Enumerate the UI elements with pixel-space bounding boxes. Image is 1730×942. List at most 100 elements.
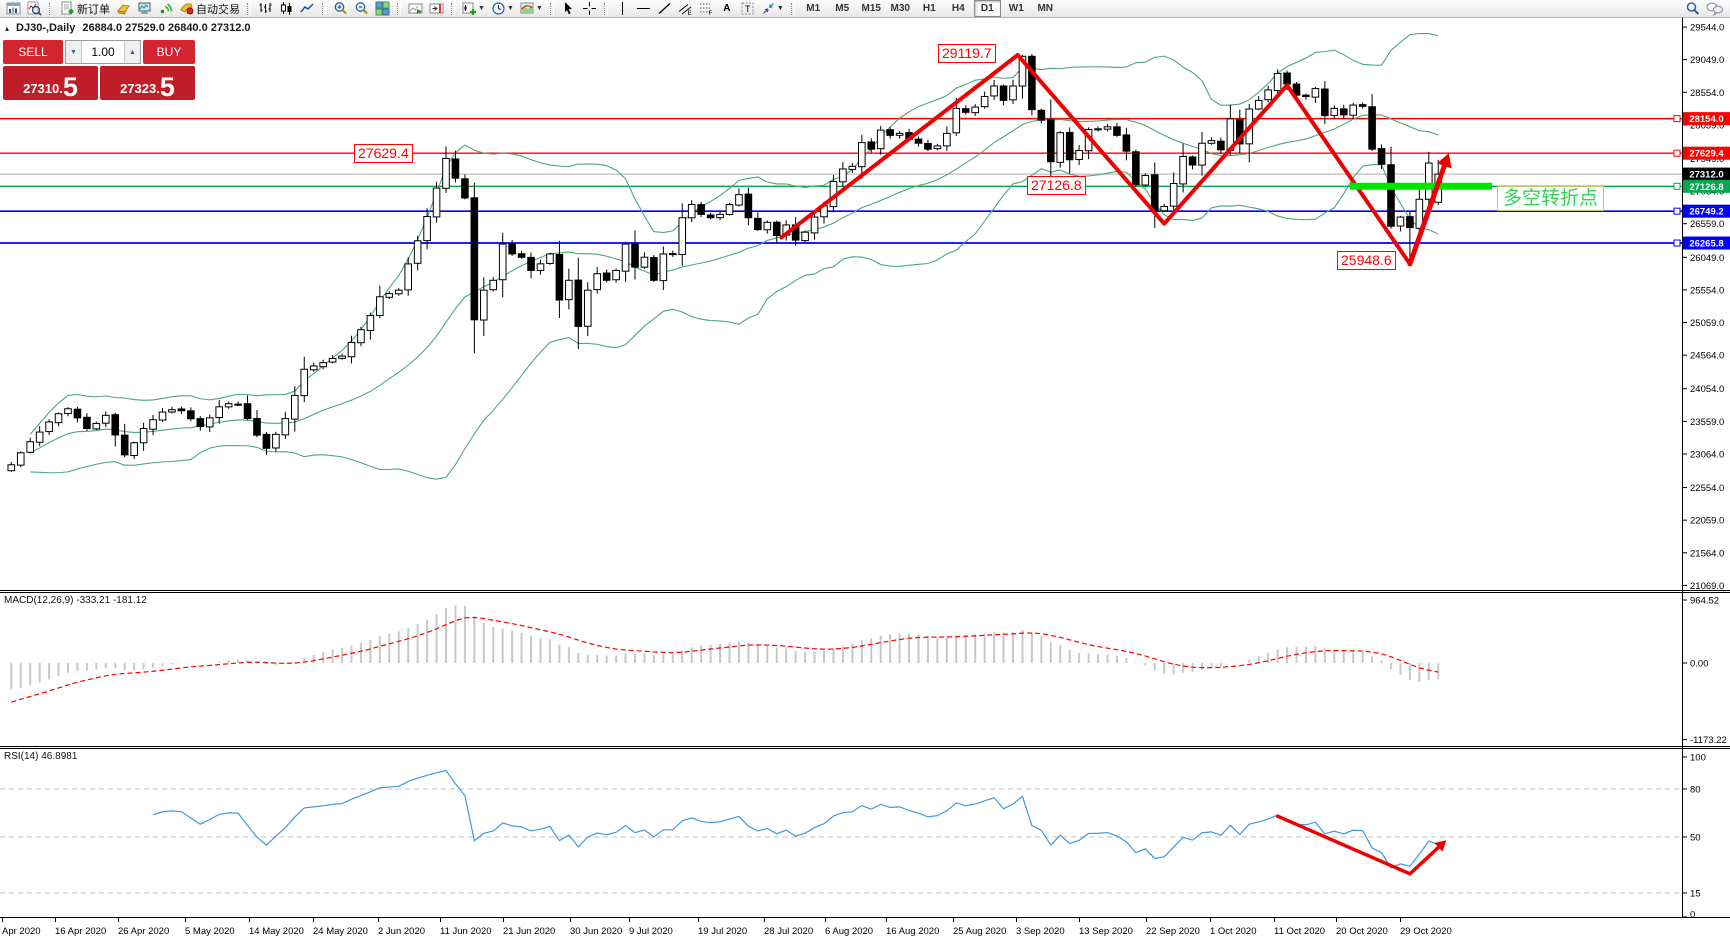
toolbar-grip (603, 2, 608, 15)
auto-trading-button[interactable]: 自动交易 (177, 0, 242, 17)
timeframe-w1[interactable]: W1 (1008, 3, 1024, 14)
timeframe-h1[interactable]: H1 (922, 3, 936, 14)
toolbar-grip (451, 2, 455, 15)
horizontal-line-icon[interactable] (634, 0, 653, 17)
collapse-panel-icon[interactable]: ▴ (5, 23, 10, 33)
sell-price-box[interactable]: 27310. 5 (3, 66, 98, 100)
crosshair-icon[interactable] (580, 0, 599, 17)
timeframe-m1[interactable]: M1 (806, 3, 821, 14)
timeframe-d1[interactable]: D1 (973, 0, 1001, 17)
periods-dropdown[interactable]: ▼ (489, 0, 516, 17)
zoom-in-icon[interactable] (331, 0, 350, 17)
buy-button[interactable]: BUY (143, 40, 195, 64)
arrows-dropdown[interactable]: ▼ (759, 0, 786, 17)
timeframe-m5[interactable]: M5 (835, 3, 850, 14)
line-chart-icon[interactable] (298, 0, 317, 17)
svg-text:E: E (687, 11, 691, 16)
svg-text:100: 100 (1690, 753, 1706, 764)
timeframe-mn[interactable]: MN (1037, 3, 1054, 14)
svg-text:3 Sep 2020: 3 Sep 2020 (1016, 926, 1065, 937)
expert-advisor-icon[interactable] (135, 0, 154, 17)
text-tool-icon[interactable]: A (723, 3, 731, 14)
search-icon[interactable] (1683, 0, 1702, 17)
templates-dropdown[interactable]: ▼ (518, 0, 545, 17)
svg-text:22059.0: 22059.0 (1690, 516, 1724, 527)
bollinger-bands (29, 32, 1439, 480)
svg-text:15: 15 (1690, 889, 1701, 900)
preview-icon[interactable] (25, 0, 44, 17)
svg-text:29049.0: 29049.0 (1690, 55, 1724, 66)
chevron-down-icon: ▼ (478, 5, 485, 12)
svg-text:964.52: 964.52 (1690, 596, 1719, 607)
rsi-indicator-label: RSI(14) 46.8981 (4, 751, 78, 762)
timeframe-m30[interactable]: M30 (890, 3, 910, 14)
svg-text:9 Jul 2020: 9 Jul 2020 (629, 926, 673, 937)
toolbar: 新订单 自动交易 ▼ ▼ ▼ E F A T ▼ (0, 0, 1730, 18)
zoom-out-icon[interactable] (352, 0, 371, 17)
tile-windows-icon[interactable] (373, 0, 392, 17)
svg-text:26559.0: 26559.0 (1690, 219, 1724, 230)
svg-text:28554.0: 28554.0 (1690, 88, 1724, 99)
svg-text:25 Aug 2020: 25 Aug 2020 (953, 926, 1006, 937)
price-callout-27126[interactable]: 27126.8 (1027, 176, 1086, 195)
new-order-button[interactable]: 新订单 (58, 0, 112, 17)
volume-decrease-button[interactable]: ▼ (66, 41, 82, 63)
volume-input[interactable]: 1.00 (91, 45, 115, 59)
sell-price-fraction: 5 (62, 71, 78, 102)
pane-frame (0, 18, 1730, 918)
eraser-icon[interactable] (114, 0, 133, 17)
auto-scroll-icon[interactable] (406, 0, 425, 17)
volume-stepper: ▼ 1.00 ▲ (65, 40, 141, 64)
svg-text:26749.2: 26749.2 (1689, 207, 1723, 218)
chart-shift-icon[interactable] (427, 0, 446, 17)
price-axis[interactable]: 29544.029049.028554.028059.027549.027054… (1682, 23, 1724, 592)
cursor-icon[interactable] (559, 0, 578, 17)
price-callout-29119[interactable]: 29119.7 (938, 44, 996, 63)
svg-text:28154.0: 28154.0 (1689, 114, 1723, 125)
svg-text:29 Oct 2020: 29 Oct 2020 (1400, 926, 1452, 937)
sell-price-main: 27310. (23, 81, 63, 96)
svg-text:80: 80 (1690, 785, 1701, 796)
buy-price-box[interactable]: 27323. 5 (100, 66, 195, 100)
sell-button[interactable]: SELL (3, 40, 63, 64)
svg-text:2 Jun 2020: 2 Jun 2020 (378, 926, 425, 937)
svg-text:1 Oct 2020: 1 Oct 2020 (1210, 926, 1256, 937)
vertical-line-icon[interactable] (613, 0, 632, 17)
svg-text:13 Sep 2020: 13 Sep 2020 (1079, 926, 1133, 937)
new-chart-dropdown[interactable]: ▼ (460, 0, 487, 17)
signal-icon[interactable] (156, 0, 175, 17)
ohlc-bars-icon[interactable] (256, 0, 275, 17)
svg-text:16 Aug 2020: 16 Aug 2020 (886, 926, 939, 937)
timeframe-h4[interactable]: H4 (951, 3, 965, 14)
time-axis[interactable]: Apr 2020 16 Apr 2020 26 Apr 2020 5 May 2020… (2, 918, 1452, 937)
chart-window-icon[interactable] (4, 0, 23, 17)
toolbar-grip (322, 2, 326, 15)
equidistant-channel-icon[interactable]: E (676, 0, 695, 17)
svg-text:-1173.22: -1173.22 (1690, 735, 1727, 746)
toolbar-grip (549, 2, 554, 15)
price-callout-25948[interactable]: 25948.6 (1337, 251, 1396, 270)
svg-text:26265.8: 26265.8 (1689, 239, 1723, 250)
svg-text:F: F (708, 11, 712, 16)
timeframe-m15[interactable]: M15 (861, 3, 881, 14)
svg-text:22 Sep 2020: 22 Sep 2020 (1146, 926, 1200, 937)
trend-annotations[interactable] (779, 53, 1492, 267)
toolbar-grip (247, 2, 251, 15)
svg-text:5 May 2020: 5 May 2020 (185, 926, 235, 937)
auto-trading-label: 自动交易 (196, 3, 240, 16)
trendline-icon[interactable] (655, 0, 674, 17)
svg-text:11 Oct 2020: 11 Oct 2020 (1274, 926, 1325, 937)
price-callout-27629[interactable]: 27629.4 (354, 144, 413, 163)
fibonacci-icon[interactable]: F (697, 0, 716, 17)
text-label-tool-icon[interactable]: T (738, 0, 757, 17)
volume-increase-button[interactable]: ▲ (124, 41, 140, 63)
svg-text:21 Jun 2020: 21 Jun 2020 (503, 926, 555, 937)
candlestick-icon[interactable] (277, 0, 296, 17)
chat-icon[interactable] (1704, 0, 1726, 17)
turning-point-note[interactable]: 多空转折点 (1497, 186, 1605, 211)
svg-text:21564.0: 21564.0 (1690, 548, 1724, 559)
svg-text:29544.0: 29544.0 (1690, 23, 1724, 34)
